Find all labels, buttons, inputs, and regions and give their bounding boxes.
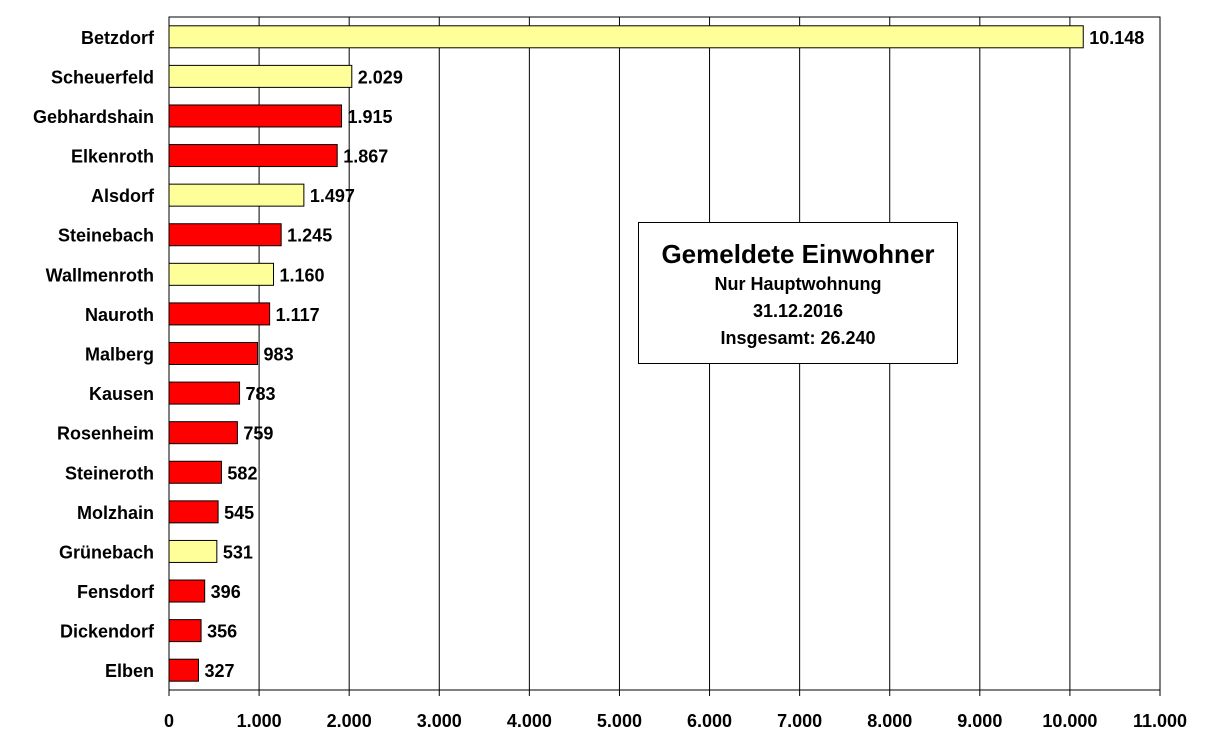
- bar: [168, 619, 202, 643]
- bar: [168, 104, 343, 128]
- bar: [168, 342, 259, 365]
- value-label: 783: [246, 384, 276, 404]
- value-label: 10.148: [1089, 28, 1144, 48]
- bar: [168, 64, 353, 88]
- x-tick-label: 6.000: [687, 711, 732, 731]
- value-label: 327: [204, 661, 234, 681]
- value-label: 1.915: [348, 107, 393, 127]
- bar: [168, 25, 1084, 49]
- category-label: Wallmenroth: [46, 265, 154, 285]
- category-label: Gebhardshain: [33, 107, 154, 127]
- info-title: Gemeldete Einwohner: [661, 239, 935, 269]
- category-label: Elkenroth: [71, 147, 154, 167]
- bar: [168, 539, 218, 563]
- x-tick-label: 4.000: [507, 711, 552, 731]
- bar: [168, 381, 241, 405]
- bar: [168, 183, 305, 207]
- x-tick-label: 2.000: [327, 711, 372, 731]
- value-label: 396: [211, 582, 241, 602]
- value-label: 1.117: [276, 305, 320, 325]
- value-label: 2.029: [358, 67, 403, 87]
- info-box: Gemeldete Einwohner Nur Hauptwohnung 31.…: [638, 222, 958, 364]
- bars: [168, 25, 1084, 682]
- bar: [168, 262, 275, 286]
- bar: [168, 144, 338, 168]
- value-label: 545: [224, 503, 254, 523]
- category-label: Nauroth: [85, 305, 154, 325]
- category-labels: Betzdorf Scheuerfeld Gebhardshain Elkenroth…: [33, 28, 155, 681]
- category-label: Elben: [105, 661, 154, 681]
- x-axis: 0 1.000 2.000 3.000 4.000 5.000 6.000 7.000 8.00…: [164, 690, 1187, 731]
- x-tick-label: 9.000: [957, 711, 1002, 731]
- category-label: Dickendorf: [60, 622, 155, 642]
- x-tick-label: 5.000: [597, 711, 642, 731]
- category-label: Alsdorf: [91, 186, 155, 206]
- x-tick-label: 1.000: [237, 711, 282, 731]
- value-label: 1.497: [310, 186, 355, 206]
- bar: [168, 500, 219, 524]
- category-label: Molzhain: [77, 503, 154, 523]
- x-tick-label: 3.000: [417, 711, 462, 731]
- category-label: Grünebach: [59, 542, 154, 562]
- category-label: Betzdorf: [81, 28, 155, 48]
- x-tick-label: 0: [164, 711, 174, 731]
- category-label: Scheuerfeld: [51, 67, 154, 87]
- value-label: 759: [243, 424, 273, 444]
- value-label: 1.867: [343, 147, 388, 167]
- info-total: Insgesamt: 26.240: [720, 328, 876, 348]
- bar: [168, 579, 206, 603]
- value-label: 1.160: [280, 265, 325, 285]
- value-labels: 10.148 2.029 1.915 1.867 1.497 1.245 1.160 1.11…: [204, 28, 1144, 681]
- value-label: 582: [227, 463, 257, 483]
- x-tick-label: 10.000: [1042, 711, 1097, 731]
- bar: [168, 658, 199, 682]
- bar: [168, 421, 238, 445]
- x-tick-label: 11.000: [1133, 711, 1187, 731]
- x-tick-label: 7.000: [777, 711, 822, 731]
- value-label: 531: [223, 542, 253, 562]
- category-label: Rosenheim: [57, 424, 154, 444]
- category-label: Fensdorf: [77, 582, 155, 602]
- category-label: Malberg: [85, 345, 154, 365]
- info-date: 31.12.2016: [752, 301, 844, 321]
- category-label: Steineroth: [65, 463, 154, 483]
- category-label: Steinebach: [58, 226, 154, 246]
- value-label: 983: [264, 345, 294, 365]
- value-label: 356: [207, 622, 237, 642]
- bar: [168, 460, 222, 484]
- bar: [168, 223, 282, 247]
- value-label: 1.245: [287, 226, 332, 246]
- gridlines: [258, 17, 1071, 690]
- info-subtitle: Nur Hauptwohnung: [714, 274, 882, 294]
- category-label: Kausen: [89, 384, 154, 404]
- x-tick-label: 8.000: [867, 711, 912, 731]
- bar: [168, 302, 271, 326]
